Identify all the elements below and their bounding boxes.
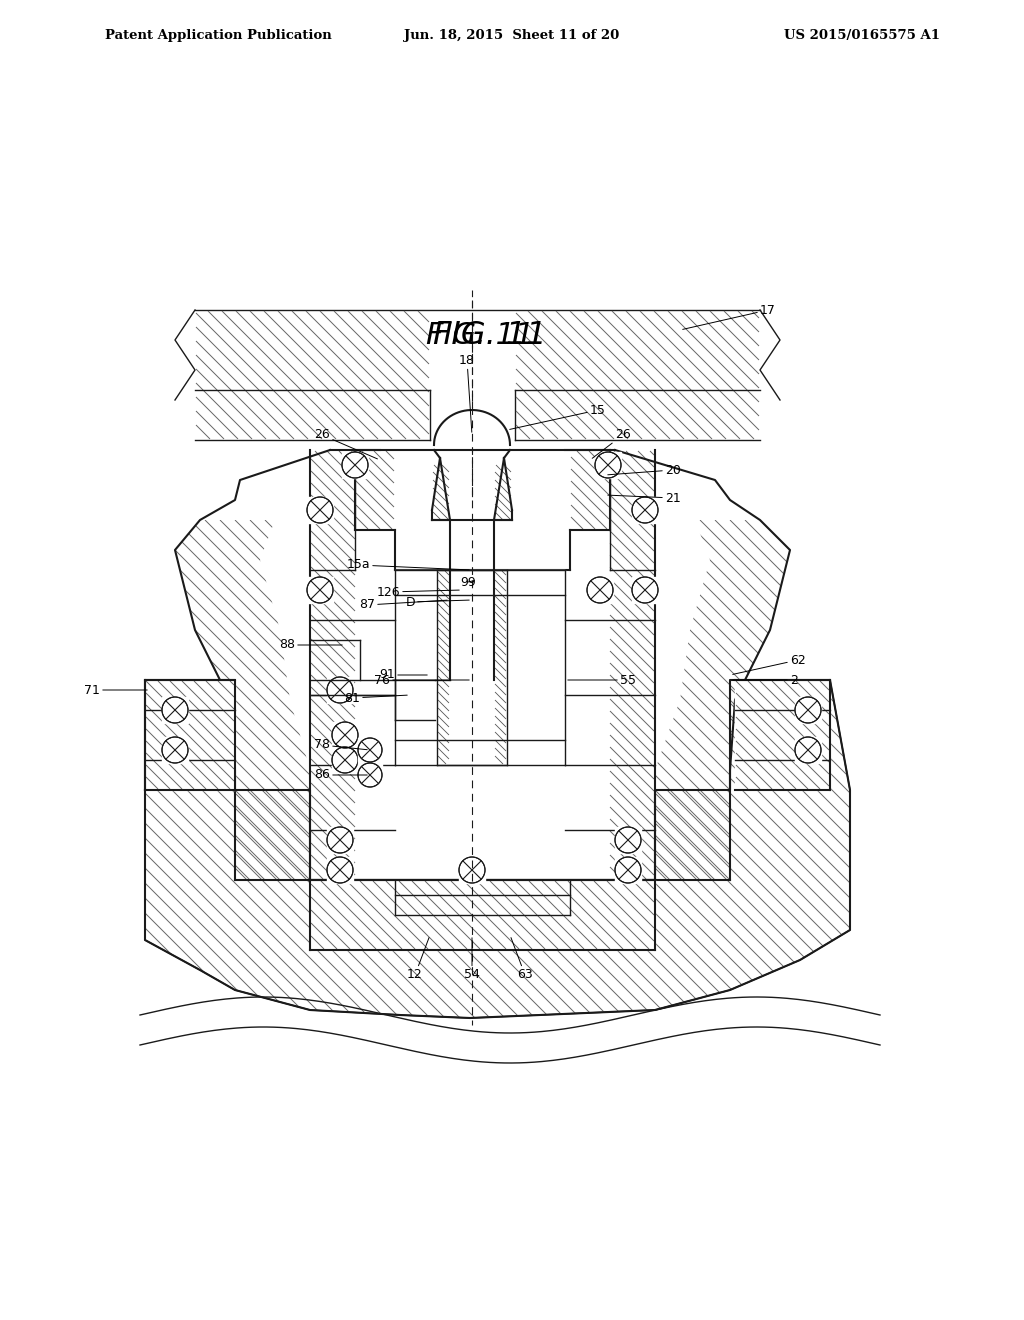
Text: 17: 17 xyxy=(683,304,776,330)
Text: 54: 54 xyxy=(464,937,480,982)
Text: 26: 26 xyxy=(592,429,631,458)
Polygon shape xyxy=(358,738,382,762)
Polygon shape xyxy=(795,737,821,763)
Polygon shape xyxy=(342,451,368,478)
Bar xyxy=(146,681,234,789)
Bar xyxy=(516,312,759,440)
Text: D: D xyxy=(406,595,469,609)
Polygon shape xyxy=(450,520,494,680)
Polygon shape xyxy=(145,680,234,789)
Bar xyxy=(736,681,829,789)
Polygon shape xyxy=(332,722,358,748)
Text: 63: 63 xyxy=(511,937,532,982)
Polygon shape xyxy=(434,411,510,450)
Text: 15a: 15a xyxy=(346,558,469,572)
Polygon shape xyxy=(307,498,333,523)
Bar xyxy=(196,312,429,440)
Text: 55: 55 xyxy=(567,673,636,686)
Polygon shape xyxy=(632,577,658,603)
Polygon shape xyxy=(459,857,485,883)
Text: US 2015/0165575 A1: US 2015/0165575 A1 xyxy=(784,29,940,41)
Bar xyxy=(571,451,609,529)
Text: FIG. 11: FIG. 11 xyxy=(433,319,547,351)
Text: Patent Application Publication: Patent Application Publication xyxy=(105,29,332,41)
Text: 99: 99 xyxy=(460,576,476,589)
Polygon shape xyxy=(307,577,333,603)
Bar xyxy=(356,451,394,529)
Polygon shape xyxy=(162,697,188,723)
Polygon shape xyxy=(395,570,565,766)
Polygon shape xyxy=(327,857,353,883)
Text: 12: 12 xyxy=(408,937,429,982)
Text: 15: 15 xyxy=(510,404,606,429)
Bar xyxy=(495,572,506,764)
Text: 2: 2 xyxy=(733,673,798,686)
Polygon shape xyxy=(358,763,382,787)
Text: 91: 91 xyxy=(379,668,427,681)
Text: 20: 20 xyxy=(608,463,681,477)
Text: 86: 86 xyxy=(314,768,368,781)
Bar xyxy=(451,521,493,678)
Bar xyxy=(495,465,511,520)
Bar xyxy=(438,572,449,764)
Text: 76: 76 xyxy=(374,673,469,686)
Polygon shape xyxy=(595,451,621,478)
Polygon shape xyxy=(615,828,641,853)
Polygon shape xyxy=(327,677,353,704)
Polygon shape xyxy=(162,737,188,763)
Bar xyxy=(311,451,355,879)
Polygon shape xyxy=(145,680,850,1018)
Polygon shape xyxy=(587,577,613,603)
Text: 21: 21 xyxy=(608,491,681,504)
Text: 88: 88 xyxy=(279,639,342,652)
Text: 87: 87 xyxy=(359,598,447,611)
Text: 62: 62 xyxy=(733,653,806,675)
Text: 71: 71 xyxy=(84,684,147,697)
Bar xyxy=(610,451,654,879)
Text: 18: 18 xyxy=(459,354,475,432)
Text: 81: 81 xyxy=(344,692,408,705)
Polygon shape xyxy=(332,747,358,774)
Polygon shape xyxy=(795,697,821,723)
Text: Jun. 18, 2015  Sheet 11 of 20: Jun. 18, 2015 Sheet 11 of 20 xyxy=(404,29,620,41)
Bar xyxy=(311,880,654,949)
Bar xyxy=(433,465,449,520)
Polygon shape xyxy=(735,680,830,789)
Polygon shape xyxy=(632,498,658,523)
Text: 126: 126 xyxy=(377,586,459,598)
Polygon shape xyxy=(310,880,655,950)
Polygon shape xyxy=(615,857,641,883)
Polygon shape xyxy=(327,828,353,853)
Text: FIG. 11: FIG. 11 xyxy=(426,321,535,350)
Text: 26: 26 xyxy=(314,429,378,459)
Text: 78: 78 xyxy=(314,738,368,751)
